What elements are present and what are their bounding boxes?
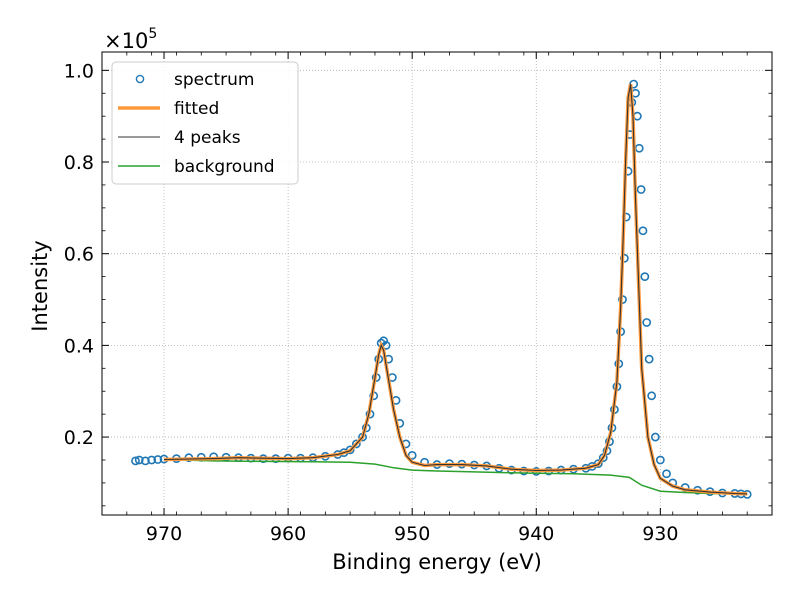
x-tick-label: 960 <box>270 523 306 545</box>
y-tick-label: 0.6 <box>64 244 94 266</box>
x-tick-label: 930 <box>642 523 678 545</box>
y-tick-label: 1.0 <box>64 60 94 82</box>
spectrum-point <box>644 354 654 364</box>
legend-entry: spectrum <box>135 70 254 90</box>
spectrum-point <box>634 143 644 153</box>
spectrum-point <box>647 391 657 401</box>
spectrum-point <box>655 455 665 465</box>
spectrum-point <box>141 456 150 466</box>
legend-entry: background <box>118 157 275 177</box>
y-tick-label: 0.2 <box>64 427 94 449</box>
plot-area-frame <box>101 51 773 516</box>
spectrum-point <box>662 469 671 479</box>
legend-label: background <box>174 157 275 177</box>
series-layer <box>131 79 752 499</box>
spectrum-point <box>640 272 650 282</box>
spectrum-point <box>345 445 355 455</box>
y-tick-label: 0.8 <box>64 152 94 174</box>
legend-label: 4 peaks <box>174 128 241 148</box>
spectrum-point <box>131 456 140 466</box>
spectrum-point <box>134 455 144 465</box>
spectrum-point <box>147 455 157 465</box>
legend-box <box>111 61 299 185</box>
spectrum-point <box>593 459 603 469</box>
legend-label: fitted <box>174 99 219 119</box>
spectrum-point <box>351 439 361 449</box>
spectrum-point <box>632 111 642 121</box>
tick-layer: 970 960 950 940 930 0.2 0.4 0.6 0.8 1.0 <box>64 52 773 545</box>
x-axis-label: Binding energy (eV) <box>332 550 542 574</box>
spectrum-point <box>153 455 163 464</box>
legend-label: spectrum <box>174 70 254 90</box>
spectrum-point <box>638 226 648 236</box>
spectrum-point <box>407 451 417 460</box>
y-tick-label: 0.4 <box>64 335 94 357</box>
x-tick-label: 950 <box>394 523 430 545</box>
background-line <box>163 458 748 496</box>
legend: spectrum fitted 4 peaks background <box>111 61 299 185</box>
spectrum-point <box>636 185 646 194</box>
peaks-line <box>163 84 748 495</box>
y-multiplier-label: ×105 <box>104 26 157 53</box>
x-tick-label: 970 <box>146 523 182 545</box>
spectrum-point <box>642 318 652 327</box>
legend-entry: fitted <box>118 99 219 119</box>
y-axis-label: Intensity <box>28 240 52 331</box>
spectrum-point <box>379 336 389 346</box>
legend-entry: 4 peaks <box>118 128 241 148</box>
legend-marker <box>135 74 145 84</box>
spectrum-point <box>650 432 660 442</box>
x-tick-label: 940 <box>518 523 554 545</box>
